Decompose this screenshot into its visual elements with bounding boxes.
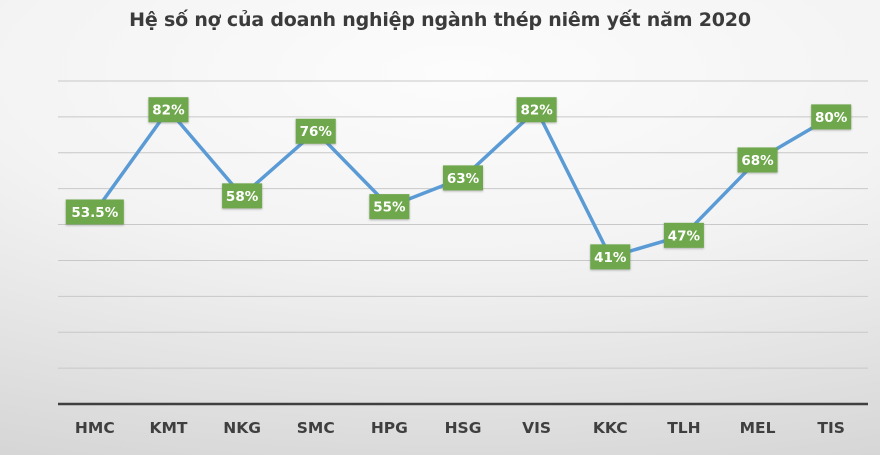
data-label-box	[295, 118, 336, 144]
data-label-text: 76%	[300, 124, 333, 140]
data-label-text: 63%	[447, 171, 480, 187]
data-label-text: 41%	[594, 250, 627, 266]
data-label-text: 82%	[152, 103, 185, 119]
x-axis-label: KKC	[593, 419, 628, 437]
x-axis-label: HSG	[445, 419, 482, 437]
chart-title: Hệ số nợ của doanh nghiệp ngành thép niê…	[129, 9, 751, 31]
data-label-text: 53.5%	[71, 205, 118, 221]
x-axis-label: HMC	[75, 419, 115, 437]
data-label-box	[663, 222, 704, 248]
data-label-text: 68%	[741, 153, 774, 169]
data-label-text: 55%	[373, 200, 406, 216]
x-axis-label: TIS	[817, 419, 845, 437]
data-label-text: 47%	[668, 228, 701, 244]
data-label-box	[737, 147, 778, 173]
x-axis-label: HPG	[371, 419, 408, 437]
x-axis-labels-layer: HMC KMT NKG SMC HPG HSG VIS KKC TLH MEL TIS	[75, 419, 845, 437]
data-label-text: 58%	[226, 189, 259, 205]
x-axis-label: NKG	[223, 419, 261, 437]
x-axis-label: TLH	[667, 419, 700, 437]
data-label-box	[222, 183, 263, 209]
x-axis-label: KMT	[149, 419, 187, 437]
data-label-box	[369, 194, 410, 220]
data-label-box	[148, 97, 189, 123]
x-axis-label: VIS	[522, 419, 551, 437]
x-axis-label: MEL	[740, 419, 776, 437]
data-label-text: 80%	[815, 110, 848, 126]
data-labels-layer: 53.5% 82% 58% 76% 55% 63% 82% 41% 47% 68% 80%	[65, 97, 852, 270]
data-label-box	[590, 244, 631, 270]
data-label-box	[516, 97, 557, 123]
data-label-box	[65, 199, 124, 225]
data-label-text: 82%	[520, 103, 553, 119]
x-axis-label: SMC	[297, 419, 335, 437]
data-label-box	[443, 165, 483, 191]
gridlines-layer	[58, 80, 868, 369]
data-label-box	[811, 104, 852, 130]
